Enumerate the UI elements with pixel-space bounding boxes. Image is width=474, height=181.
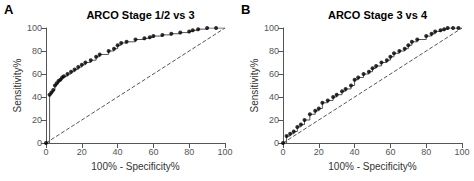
svg-text:40: 40 — [350, 147, 360, 157]
svg-text:80: 80 — [421, 147, 431, 157]
svg-text:80: 80 — [184, 147, 194, 157]
svg-text:60: 60 — [385, 147, 395, 157]
svg-text:0: 0 — [43, 147, 48, 157]
svg-text:100: 100 — [217, 147, 232, 157]
svg-text:100% - Specificity%: 100% - Specificity% — [328, 161, 416, 172]
svg-text:60: 60 — [148, 147, 158, 157]
svg-text:20: 20 — [77, 147, 87, 157]
svg-text:Sensitivity%: Sensitivity% — [12, 58, 23, 112]
svg-text:ARCO Stage 3 vs 4: ARCO Stage 3 vs 4 — [328, 9, 428, 21]
svg-text:20: 20 — [314, 147, 324, 157]
svg-text:0: 0 — [280, 147, 285, 157]
svg-text:40: 40 — [32, 92, 42, 102]
svg-text:80: 80 — [269, 46, 279, 56]
svg-text:60: 60 — [32, 69, 42, 79]
svg-text:100: 100 — [264, 23, 279, 33]
svg-text:80: 80 — [32, 46, 42, 56]
svg-text:A: A — [4, 2, 14, 17]
svg-text:60: 60 — [269, 69, 279, 79]
svg-text:20: 20 — [32, 115, 42, 125]
svg-text:B: B — [241, 2, 250, 17]
svg-text:40: 40 — [113, 147, 123, 157]
svg-text:ARCO Stage 1/2 vs 3: ARCO Stage 1/2 vs 3 — [86, 9, 194, 21]
svg-text:20: 20 — [269, 115, 279, 125]
svg-text:Sensitivity%: Sensitivity% — [249, 58, 260, 112]
svg-text:100% - Specificity%: 100% - Specificity% — [91, 161, 179, 172]
svg-text:0: 0 — [274, 138, 279, 148]
svg-text:100: 100 — [454, 147, 469, 157]
svg-text:100: 100 — [27, 23, 42, 33]
svg-text:0: 0 — [37, 138, 42, 148]
svg-text:40: 40 — [269, 92, 279, 102]
